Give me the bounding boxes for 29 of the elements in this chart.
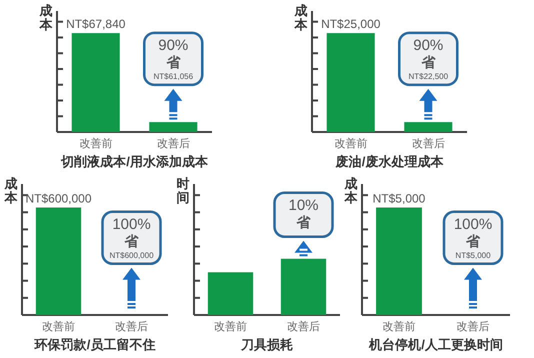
y-axis-title: 成本 (294, 3, 308, 32)
data-label: NT$600,000 (25, 192, 92, 206)
annotation: 100% 省 NT$600,000 (109, 216, 154, 260)
x-tick-label: 改善后 (156, 137, 190, 150)
text: 10% 省 (288, 196, 319, 230)
annotation: 100% 省 NT$5,000 (454, 216, 492, 260)
text: 废油/废水处理成本 (334, 154, 444, 169)
y-axis-title: 成本 (344, 176, 358, 205)
x-tick-label: 改善前 (79, 137, 112, 150)
x-tick-label: 改善后 (456, 320, 490, 333)
annotation: 90% 省 NT$61,056 (153, 36, 194, 81)
x-tick-label: 改善前 (42, 320, 75, 333)
data-label: NT$25,000 (321, 17, 381, 32)
x-tick-label: 改善后 (412, 137, 445, 150)
data-label: NT$67,840 (66, 17, 126, 32)
text: 切削液成本/用水添加成本 (60, 154, 209, 169)
y-axis-title: 成本 (4, 176, 18, 205)
text: 机台停机/人工更换时间 (368, 337, 503, 352)
x-tick-label: 改善前 (334, 137, 368, 150)
text: 刀具损耗 (240, 337, 293, 352)
x-tick-label: 改善后 (287, 320, 320, 333)
x-tick-label: 改善前 (214, 320, 247, 333)
x-tick-label: 改善后 (115, 320, 148, 333)
x-tick-label: 改善前 (382, 320, 416, 333)
annotation: 90% 省 NT$22,500 (408, 36, 449, 81)
data-label: NT$5,000 (372, 192, 426, 206)
y-axis-title: 成本 (38, 3, 54, 32)
text: 环保罚款/员工留不住 (34, 337, 156, 352)
y-axis-title: 时间 (176, 176, 190, 205)
